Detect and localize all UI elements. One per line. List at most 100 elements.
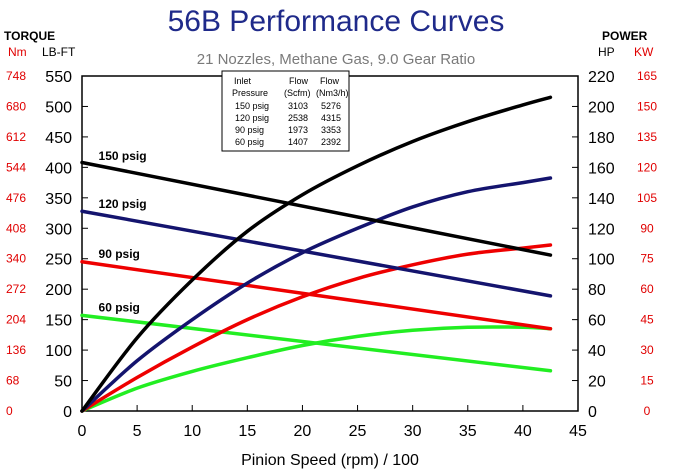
hp-tick-label: 80 xyxy=(588,282,606,299)
kw-tick-label: 120 xyxy=(637,160,657,174)
x-tick-label: 20 xyxy=(294,423,312,440)
torque-line-150-psig xyxy=(80,160,553,257)
nm-tick-label: 68 xyxy=(6,374,20,388)
nm-tick-label: 272 xyxy=(6,282,26,296)
table-header-2a: Flow xyxy=(289,76,309,86)
lbft-tick-label: 500 xyxy=(45,99,72,116)
left-axis-header: TORQUE xyxy=(4,29,55,43)
flow-table-box xyxy=(221,70,350,152)
x-tick-label: 5 xyxy=(133,423,142,440)
table-cell-nm3h: 3353 xyxy=(321,125,341,135)
right-units-kw: KW xyxy=(634,45,654,59)
hp-tick-label: 20 xyxy=(588,374,606,391)
hp-tick-label: 120 xyxy=(588,221,615,238)
table-header-3b: (Nm3/h) xyxy=(316,88,349,98)
x-tick-label: 10 xyxy=(183,423,201,440)
table-cell-scfm: 1973 xyxy=(288,125,308,135)
right-units-hp: HP xyxy=(598,45,615,59)
table-header-1b: Pressure xyxy=(232,88,268,98)
table-cell-nm3h: 5276 xyxy=(321,101,341,111)
lbft-tick-label: 450 xyxy=(45,130,72,147)
table-cell-pressure: 120 psig xyxy=(235,113,269,123)
lbft-tick-label: 400 xyxy=(45,160,72,177)
torque-line-90-psig xyxy=(80,260,553,331)
table-rows: 150 psig 3103 5276 120 psig 2538 4315 90 psig 1… xyxy=(235,101,341,147)
x-tick-label: 15 xyxy=(238,423,256,440)
hp-tick-label: 200 xyxy=(588,99,615,116)
lbft-tick-label: 550 xyxy=(45,69,72,86)
lbft-tick-label: 350 xyxy=(45,191,72,208)
nm-tick-label: 136 xyxy=(6,343,26,357)
series-label: 60 psig xyxy=(99,300,140,314)
table-cell-scfm: 1407 xyxy=(288,137,308,147)
right-axis-header: POWER xyxy=(602,29,648,43)
table-cell-scfm: 3103 xyxy=(288,101,308,111)
nm-tick-label: 748 xyxy=(6,69,26,83)
kw-tick-label: 105 xyxy=(637,191,657,205)
kw-tick-label: 15 xyxy=(640,374,654,388)
lbft-tick-label: 0 xyxy=(63,404,72,421)
kw-tick-label: 75 xyxy=(640,252,654,266)
hp-tick-label: 40 xyxy=(588,343,606,360)
nm-tick-label: 408 xyxy=(6,221,26,235)
table-header-2b: (Scfm) xyxy=(284,88,311,98)
series-label: 150 psig xyxy=(99,149,147,163)
hp-tick-label: 140 xyxy=(588,191,615,208)
nm-tick-label: 544 xyxy=(6,160,26,174)
x-axis-label: Pinion Speed (rpm) / 100 xyxy=(241,452,419,469)
x-tick-label: 45 xyxy=(569,423,587,440)
series-label: 90 psig xyxy=(99,247,140,261)
kw-tick-label: 0 xyxy=(644,404,651,418)
kw-tick-label: 60 xyxy=(640,282,654,296)
kw-tick-label: 165 xyxy=(637,69,657,83)
chart-title: 56B Performance Curves xyxy=(168,5,505,38)
torque-line-120-psig xyxy=(80,209,553,298)
nm-tick-label: 340 xyxy=(6,252,26,266)
table-header-3a: Flow xyxy=(320,76,340,86)
nm-tick-label: 612 xyxy=(6,130,26,144)
lbft-tick-label: 200 xyxy=(45,282,72,299)
left-units-nm: Nm xyxy=(8,45,27,59)
lbft-tick-label: 300 xyxy=(45,221,72,238)
table-cell-nm3h: 4315 xyxy=(321,113,341,123)
kw-tick-label: 30 xyxy=(640,343,654,357)
kw-tick-label: 135 xyxy=(637,130,657,144)
kw-tick-label: 45 xyxy=(640,313,654,327)
table-cell-pressure: 90 psig xyxy=(235,125,264,135)
hp-tick-label: 100 xyxy=(588,252,615,269)
x-tick-label: 35 xyxy=(459,423,477,440)
nm-tick-label: 476 xyxy=(6,191,26,205)
lbft-tick-label: 250 xyxy=(45,252,72,269)
lbft-tick-label: 100 xyxy=(45,343,72,360)
table-cell-scfm: 2538 xyxy=(288,113,308,123)
series-label: 120 psig xyxy=(99,197,147,211)
power-line-90-psig xyxy=(80,243,553,413)
table-cell-pressure: 60 psig xyxy=(235,137,264,147)
lbft-tick-label: 50 xyxy=(54,374,72,391)
power-line-60-psig xyxy=(80,325,553,413)
hp-tick-label: 180 xyxy=(588,130,615,147)
table-cell-nm3h: 2392 xyxy=(321,137,341,147)
hp-tick-label: 60 xyxy=(588,313,606,330)
kw-tick-label: 150 xyxy=(637,99,657,113)
chart-subtitle: 21 Nozzles, Methane Gas, 9.0 Gear Ratio xyxy=(197,51,475,68)
table-header-1a: Inlet xyxy=(234,76,252,86)
power-line-120-psig xyxy=(80,176,553,413)
x-tick-label: 0 xyxy=(78,423,87,440)
hp-tick-label: 160 xyxy=(588,160,615,177)
kw-tick-label: 90 xyxy=(640,221,654,235)
x-tick-label: 40 xyxy=(514,423,532,440)
table-cell-pressure: 150 psig xyxy=(235,101,269,111)
nm-tick-label: 204 xyxy=(6,313,26,327)
lbft-tick-label: 150 xyxy=(45,313,72,330)
nm-tick-label: 0 xyxy=(6,404,13,418)
nm-tick-label: 680 xyxy=(6,99,26,113)
series-lines xyxy=(80,95,553,413)
hp-tick-label: 220 xyxy=(588,69,615,86)
x-tick-label: 25 xyxy=(349,423,367,440)
x-tick-label: 30 xyxy=(404,423,422,440)
series-labels: 150 psig 120 psig 90 psig 60 psig xyxy=(99,149,147,315)
left-units-lbft: LB-FT xyxy=(42,45,76,59)
